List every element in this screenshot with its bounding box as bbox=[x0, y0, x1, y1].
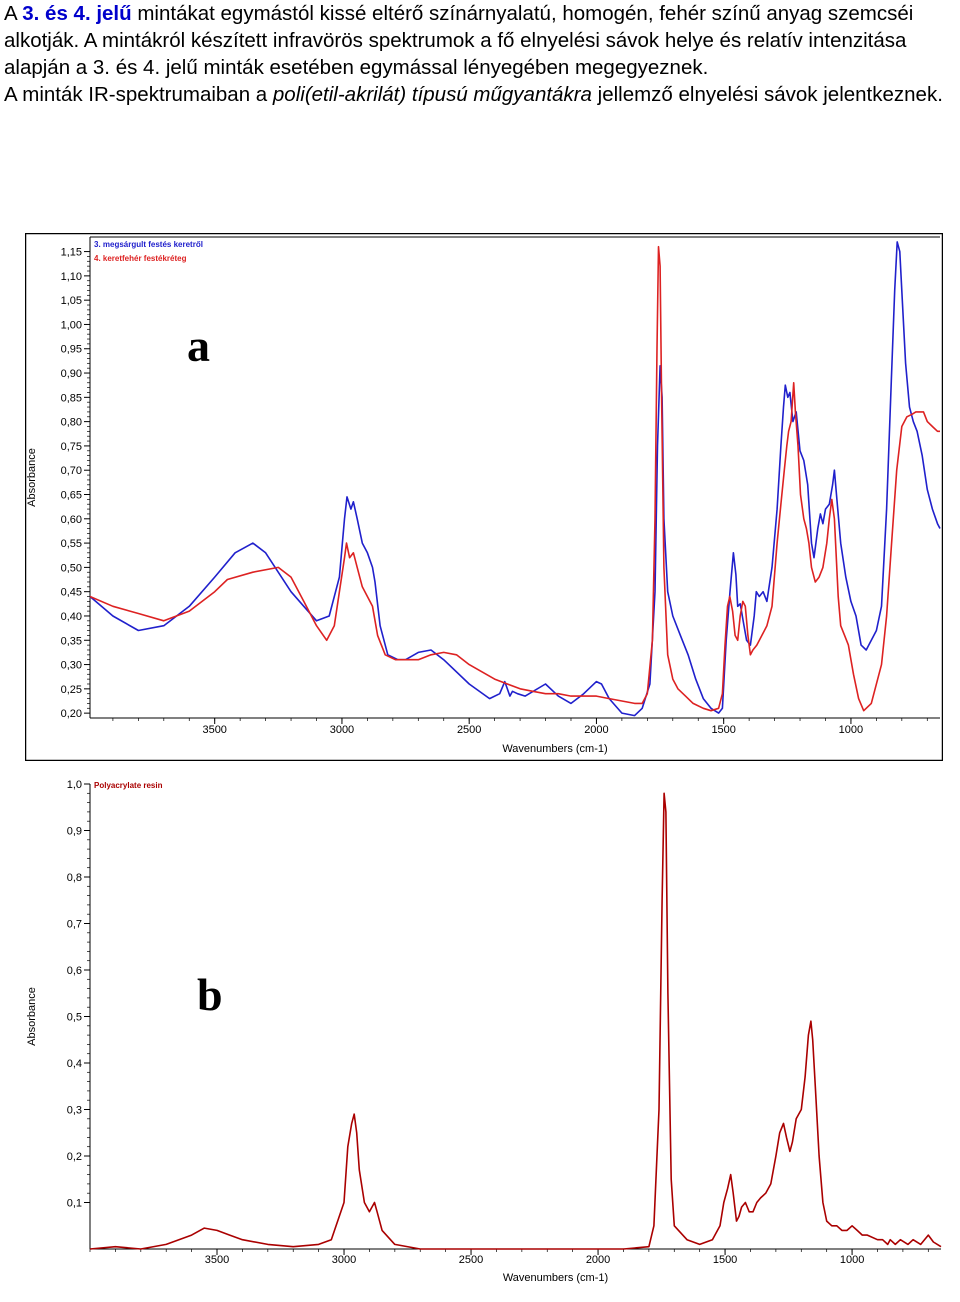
y-tick-label: 0,80 bbox=[61, 417, 82, 429]
x-tick-label: 2000 bbox=[586, 1254, 610, 1266]
ir-spectrum-panel-a: 0,20 0,25 0,30 0,35 0,40 0,45 0,50 0,55 0,60 0,65… bbox=[25, 233, 943, 761]
x-tick-label: 3500 bbox=[202, 724, 226, 736]
y-axis-title: Absorbance bbox=[26, 448, 38, 507]
sample-numbers-highlight: 3. és 4. jelű bbox=[22, 2, 132, 25]
y-tick-label: 0,75 bbox=[61, 441, 82, 453]
series-line-2 bbox=[89, 245, 940, 712]
y-tick-label: 0,7 bbox=[67, 919, 82, 931]
paragraph-2-text: jellemző elnyelési sávok jelentkeznek. bbox=[591, 83, 943, 106]
ir-spectrum-chart-b: 0,1 0,2 0,3 0,4 0,5 0,6 0,7 0,8 0,9 1,0 3500 3000 25… bbox=[26, 779, 942, 1284]
x-tick-label: 2500 bbox=[457, 724, 481, 736]
series-line-1 bbox=[89, 792, 942, 1250]
x-tick-label: 3000 bbox=[332, 1254, 356, 1266]
y-tick-label: 0,85 bbox=[61, 392, 82, 404]
y-tick-label: 0,65 bbox=[61, 490, 82, 502]
ir-spectrum-panel-b: 0,1 0,2 0,3 0,4 0,5 0,6 0,7 0,8 0,9 1,0 3500 3000 25… bbox=[25, 772, 943, 1294]
paragraph-1-prefix: A bbox=[4, 2, 23, 25]
paragraph-1: A 3. és 4. jelű mintákat egymástól kissé… bbox=[4, 0, 956, 81]
y-tick-label: 0,6 bbox=[67, 965, 82, 977]
y-tick-label: 1,0 bbox=[67, 779, 82, 791]
y-tick-label: 1,00 bbox=[61, 319, 82, 331]
y-tick-label: 0,70 bbox=[61, 465, 82, 477]
paragraph-1-text: mintákat egymástól kissé eltérő színárny… bbox=[4, 2, 914, 79]
y-tick-label: 0,5 bbox=[67, 1012, 82, 1024]
y-tick-label: 1,15 bbox=[61, 247, 82, 259]
x-axis-title: Wavenumbers (cm-1) bbox=[503, 1272, 608, 1284]
y-tick-label: 0,3 bbox=[67, 1105, 82, 1117]
x-tick-label: 1000 bbox=[839, 724, 863, 736]
legend-entry-2: 4. keretfehér festékréteg bbox=[94, 254, 187, 263]
x-axis-title: Wavenumbers (cm-1) bbox=[502, 743, 607, 755]
y-tick-label: 0,55 bbox=[61, 538, 82, 550]
ir-spectrum-chart-a: 0,20 0,25 0,30 0,35 0,40 0,45 0,50 0,55 0,60 0,65… bbox=[25, 233, 943, 761]
y-tick-label: 0,9 bbox=[67, 826, 82, 838]
y-tick-label: 0,1 bbox=[67, 1198, 82, 1210]
y-axis-title: Absorbance bbox=[26, 987, 38, 1046]
panel-letter: a bbox=[187, 320, 210, 371]
x-tick-label: 3500 bbox=[205, 1254, 229, 1266]
body-text: A 3. és 4. jelű mintákat egymástól kissé… bbox=[4, 0, 956, 108]
series-line-1 bbox=[89, 241, 941, 717]
resin-type-italic: poli(etil-akrilát) típusú műgyantákra bbox=[272, 83, 592, 106]
x-tick-label: 1500 bbox=[711, 724, 735, 736]
y-tick-label: 0,4 bbox=[67, 1058, 82, 1070]
y-tick-label: 1,05 bbox=[61, 295, 82, 307]
x-tick-label: 1500 bbox=[713, 1254, 737, 1266]
y-tick-label: 0,45 bbox=[61, 587, 82, 599]
legend-entry-1: Polyacrylate resin bbox=[94, 781, 163, 790]
y-tick-label: 0,60 bbox=[61, 514, 82, 526]
x-tick-label: 1000 bbox=[840, 1254, 864, 1266]
x-tick-label: 2000 bbox=[584, 724, 608, 736]
y-tick-label: 0,95 bbox=[61, 344, 82, 356]
y-tick-label: 0,35 bbox=[61, 635, 82, 647]
y-tick-label: 0,8 bbox=[67, 872, 82, 884]
y-tick-label: 0,90 bbox=[61, 368, 82, 380]
y-tick-label: 0,2 bbox=[67, 1151, 82, 1163]
x-tick-label: 2500 bbox=[459, 1254, 483, 1266]
y-tick-label: 0,20 bbox=[61, 708, 82, 720]
panel-letter: b bbox=[197, 969, 223, 1020]
paragraph-2: A minták IR-spektrumaiban a poli(etil-ak… bbox=[4, 81, 956, 108]
legend-entry-1: 3. megsárgult festés keretről bbox=[94, 240, 203, 249]
y-tick-label: 0,50 bbox=[61, 562, 82, 574]
paragraph-2-prefix: A minták IR-spektrumaiban a bbox=[4, 83, 273, 106]
x-tick-label: 3000 bbox=[330, 724, 354, 736]
y-tick-label: 0,25 bbox=[61, 684, 82, 696]
y-tick-label: 1,10 bbox=[61, 271, 82, 283]
y-tick-label: 0,40 bbox=[61, 611, 82, 623]
y-tick-label: 0,30 bbox=[61, 660, 82, 672]
chart-frame bbox=[25, 233, 943, 761]
